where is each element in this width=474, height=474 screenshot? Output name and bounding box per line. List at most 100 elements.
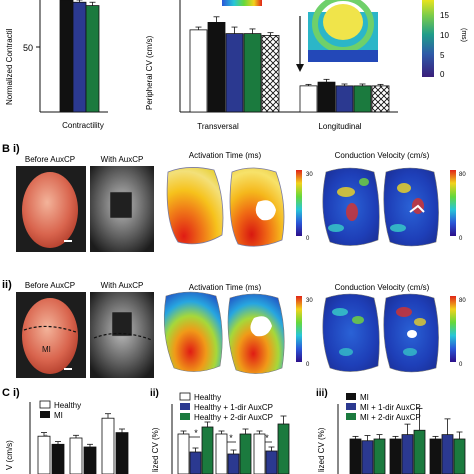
bar-c-iii-s1-c2 [441, 434, 454, 474]
b1-activation-title: Activation Time (ms) [189, 151, 262, 160]
a-mid-bars [189, 16, 390, 113]
a-left-xlabel: Contractility [62, 121, 104, 130]
c2-star-2: * [194, 428, 198, 438]
c2-legend-swatch-2 [180, 413, 190, 420]
b2-scale-bar [64, 368, 72, 370]
b2-activation-colorbar [296, 296, 302, 362]
b1-heart [22, 172, 78, 248]
b-label: B i) [2, 143, 20, 155]
c2-star-3: * [229, 433, 233, 443]
a-inset-core [323, 4, 363, 40]
b1-cv-max: 80 [459, 172, 466, 178]
a-mid-x-transversal: Transversal [197, 122, 239, 131]
a-inset-bottom [308, 50, 378, 62]
c1-legend-healthy: Healthy [54, 401, 81, 410]
b2-activation-max: 30 [306, 298, 313, 304]
b2-activation-title: Activation Time (ms) [189, 283, 262, 292]
c2-bars [177, 415, 290, 474]
bar-c-ii-s0-c0 [177, 433, 190, 474]
bar-a-middle-s1-c0 [207, 21, 226, 113]
bar-c-iii-s2-c0 [373, 438, 386, 474]
b1-patch [109, 191, 133, 219]
b2-cv-max: 80 [459, 298, 466, 304]
bar-c-iii-s0-c2 [429, 438, 442, 474]
b2-patch [111, 311, 133, 337]
a-left-ylabel: Normalized Contractil [5, 28, 14, 105]
a-colorbar-tick-15: 15 [440, 11, 449, 20]
bar-c-i-s0-c0 [37, 435, 51, 474]
bar-a-left-s0-c0 [59, 0, 74, 113]
bar-c-iii-s1-c1 [401, 434, 414, 474]
b1-activation-hole [255, 200, 276, 221]
c3-ylabel: lized CV (%) [317, 427, 326, 472]
b2-cv-colorbar [450, 296, 456, 362]
bar-c-iii-s1-c0 [361, 440, 374, 474]
bar-c-i-s0-c1 [69, 437, 83, 474]
b1-activation-colorbar [296, 170, 302, 236]
a-mid-x-longitudinal: Longitudinal [318, 122, 361, 131]
b2-activation-hole [250, 316, 272, 337]
b1-activation-min: 0 [306, 236, 310, 242]
bar-c-ii-s1-c2 [265, 450, 278, 474]
bar-c-iii-s0-c0 [349, 438, 362, 474]
bar-c-ii-s1-c1 [227, 453, 240, 474]
c2-legend-swatch-0 [179, 392, 191, 401]
c3-label: iii) [316, 388, 328, 399]
b1-cv-hotspots [328, 178, 425, 232]
bar-c-iii-s2-c2 [453, 438, 466, 474]
bar-a-left-s2-c0 [85, 5, 100, 113]
a-colorbar-unit: (ms) [460, 28, 467, 42]
b1-activation-map-1 [166, 167, 224, 245]
b1-scale-bar [64, 240, 72, 242]
b2-cv-hotspots [332, 307, 426, 356]
b1-cv-colorbar [450, 170, 456, 236]
panel-b: B i) Before AuxCP With AuxCP Activation … [2, 143, 466, 378]
panel-c: C i) V (cm/s) Healthy MI * * ii) lized C… [2, 387, 466, 474]
a-colorbar [422, 0, 434, 77]
bar-c-ii-s0-c2 [253, 433, 266, 474]
bar-a-middle-s4-c1 [371, 85, 390, 113]
c1-legend-swatch-mi [40, 411, 50, 418]
a-mid-ylabel: Peripheral CV (cm/s) [145, 35, 154, 110]
a-colorbar-tick-0: 0 [440, 70, 445, 79]
bar-a-middle-s0-c0 [189, 29, 208, 113]
b1-cv-title: Conduction Velocity (cm/s) [335, 151, 430, 160]
a-colorbar-tick-5: 5 [440, 51, 445, 60]
bar-a-middle-s0-c1 [299, 85, 318, 113]
b2-mi-border [23, 325, 77, 333]
c1-legend-swatch-healthy [39, 400, 51, 409]
bar-c-i-s0-c2 [101, 417, 115, 474]
bar-c-ii-s1-c0 [189, 451, 202, 474]
panel-a: 5 0 Normalized Contractil Contractility P… [5, 0, 467, 131]
c1-bars [37, 413, 129, 474]
bar-a-middle-s2-c1 [335, 85, 354, 113]
bar-c-i-s1-c0 [51, 443, 65, 474]
b2-activation-map-1 [163, 291, 223, 372]
c2-legend-2: Healthy + 2-dir AuxCP [194, 413, 273, 422]
bar-a-left-s1-c0 [72, 1, 87, 113]
b2-label: ii) [2, 279, 12, 291]
bar-c-i-s1-c2 [115, 432, 129, 474]
bar-c-ii-s2-c0 [201, 426, 214, 474]
bar-c-iii-s0-c1 [389, 438, 402, 474]
bar-a-middle-s2-c0 [225, 33, 244, 113]
bar-c-ii-s2-c1 [239, 433, 252, 474]
c2-label: ii) [150, 388, 159, 399]
b2-cv-title: Conduction Velocity (cm/s) [335, 283, 430, 292]
bar-c-ii-s0-c1 [215, 433, 228, 474]
c3-legend-1: MI + 1-dir AuxCP [360, 403, 421, 412]
b2-with-label: With AuxCP [101, 281, 144, 290]
c2-legend-0: Healthy [194, 393, 221, 402]
c3-legend-swatch-0 [346, 393, 356, 400]
b1-with-label: With AuxCP [101, 155, 144, 164]
b2-before-label: Before AuxCP [25, 281, 75, 290]
b1-cv-min: 0 [459, 236, 463, 242]
b2-cv-map-1 [322, 293, 380, 372]
c1-ylabel: V (cm/s) [5, 440, 14, 470]
b2-cv-min: 0 [459, 362, 463, 368]
b2-heart [22, 298, 78, 374]
bar-a-middle-s3-c1 [353, 85, 372, 113]
c2-legend-swatch-1 [180, 403, 190, 410]
c2-ylabel: lized CV (%) [151, 427, 160, 472]
c1-legend-mi: MI [54, 411, 63, 420]
